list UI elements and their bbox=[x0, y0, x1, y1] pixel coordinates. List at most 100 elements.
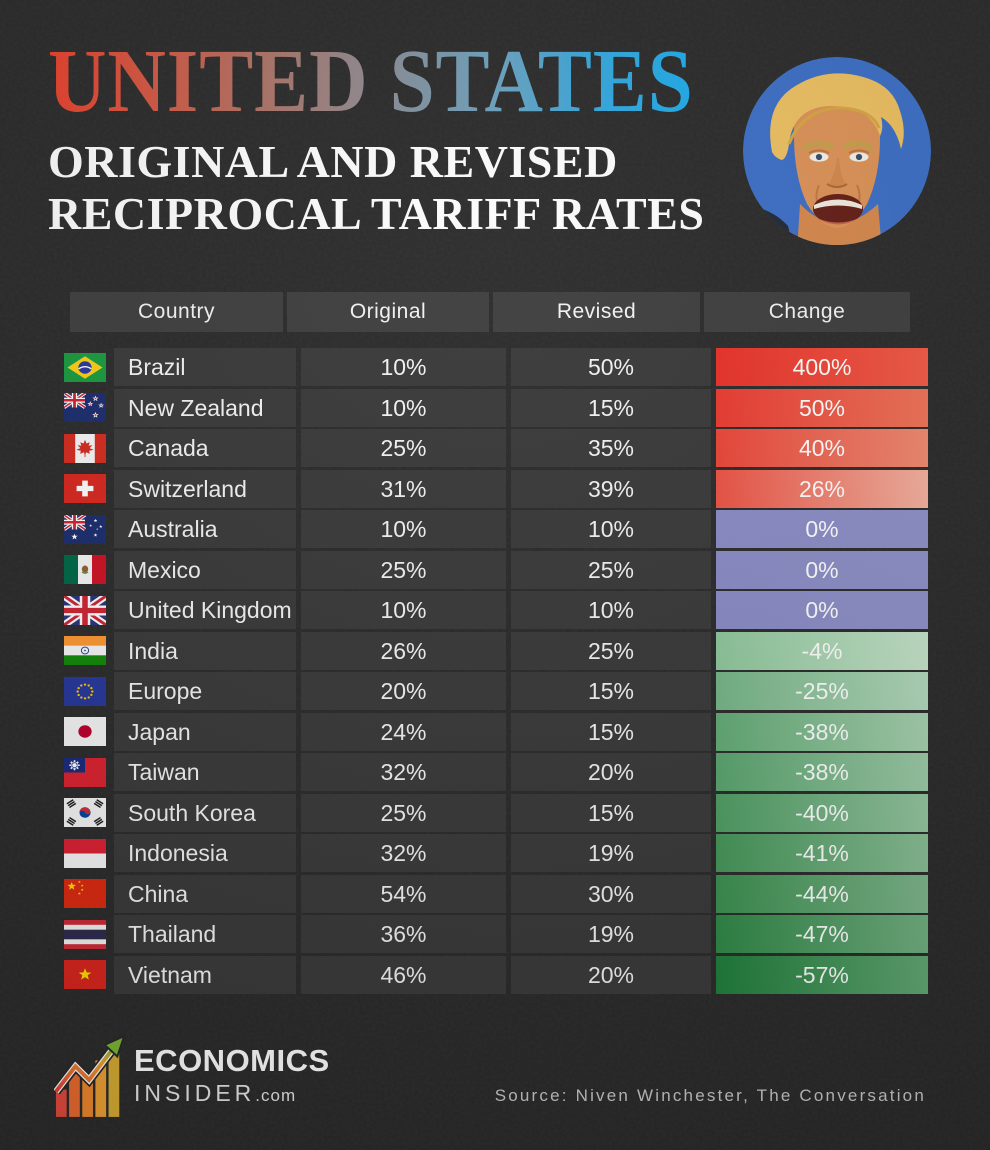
country-cell: Australia bbox=[114, 510, 296, 548]
table-row: Taiwan 32% 20% -38% bbox=[0, 753, 990, 791]
revised-cell: 15% bbox=[511, 793, 711, 832]
donald-trump-photo bbox=[742, 56, 932, 246]
table-row: Canada 25% 35% 40% bbox=[0, 429, 990, 467]
original-cell: 32% bbox=[301, 753, 506, 791]
country-cell: Mexico bbox=[114, 550, 296, 589]
revised-cell: 19% bbox=[511, 834, 711, 872]
country-cell: South Korea bbox=[114, 793, 296, 832]
change-cell: 50% bbox=[716, 388, 928, 427]
country-cell: United Kingdom bbox=[114, 591, 296, 629]
change-cell: -57% bbox=[716, 955, 928, 994]
revised-cell: 15% bbox=[511, 388, 711, 427]
logo-domain-suffix: .com bbox=[255, 1086, 297, 1106]
country-cell: Taiwan bbox=[114, 753, 296, 791]
change-cell: -4% bbox=[716, 631, 928, 670]
country-cell: Canada bbox=[114, 429, 296, 467]
revised-cell: 50% bbox=[511, 348, 711, 386]
revised-cell: 35% bbox=[511, 429, 711, 467]
change-cell: 0% bbox=[716, 550, 928, 589]
indonesia-flag-icon bbox=[64, 838, 106, 868]
economics-insider-logo: ECONOMICS INSIDER.com bbox=[54, 1034, 330, 1118]
subtitle-line-1: ORIGINAL AND REVISED bbox=[48, 136, 618, 187]
original-cell: 54% bbox=[301, 874, 506, 913]
table-row: Brazil 10% 50% 400% bbox=[0, 348, 990, 386]
change-cell: -47% bbox=[716, 915, 928, 953]
country-cell: Switzerland bbox=[114, 469, 296, 508]
country-cell: Europe bbox=[114, 672, 296, 710]
switzerland-flag-icon bbox=[64, 474, 106, 503]
main-title: UNITED STATES bbox=[48, 32, 694, 131]
column-header-change: Change bbox=[704, 292, 910, 332]
change-cell: 400% bbox=[716, 348, 928, 386]
table-row: Indonesia 32% 19% -41% bbox=[0, 834, 990, 872]
table-row: New Zealand 10% 15% 50% bbox=[0, 388, 990, 427]
change-cell: -40% bbox=[716, 793, 928, 832]
change-cell: -38% bbox=[716, 753, 928, 791]
original-cell: 10% bbox=[301, 348, 506, 386]
original-cell: 10% bbox=[301, 388, 506, 427]
country-cell: Indonesia bbox=[114, 834, 296, 872]
original-cell: 36% bbox=[301, 915, 506, 953]
europe-flag-icon bbox=[64, 676, 106, 706]
country-cell: Vietnam bbox=[114, 955, 296, 994]
revised-cell: 25% bbox=[511, 550, 711, 589]
table-row: United Kingdom 10% 10% 0% bbox=[0, 591, 990, 629]
brazil-flag-icon bbox=[64, 352, 106, 382]
revised-cell: 20% bbox=[511, 955, 711, 994]
revised-cell: 10% bbox=[511, 510, 711, 548]
original-cell: 25% bbox=[301, 429, 506, 467]
bar-chart-arrow-icon bbox=[54, 1034, 126, 1117]
change-cell: 0% bbox=[716, 510, 928, 548]
original-cell: 10% bbox=[301, 510, 506, 548]
change-cell: 0% bbox=[716, 591, 928, 629]
original-cell: 46% bbox=[301, 955, 506, 994]
thailand-flag-icon bbox=[64, 919, 106, 949]
table-row: Thailand 36% 19% -47% bbox=[0, 915, 990, 953]
revised-cell: 10% bbox=[511, 591, 711, 629]
original-cell: 20% bbox=[301, 672, 506, 710]
country-cell: China bbox=[114, 874, 296, 913]
change-cell: 26% bbox=[716, 469, 928, 508]
original-cell: 32% bbox=[301, 834, 506, 872]
original-cell: 24% bbox=[301, 712, 506, 751]
subtitle: ORIGINAL AND REVISED RECIPROCAL TARIFF RA… bbox=[48, 136, 704, 240]
country-cell: Brazil bbox=[114, 348, 296, 386]
original-cell: 26% bbox=[301, 631, 506, 670]
south_korea-flag-icon bbox=[64, 798, 106, 827]
revised-cell: 15% bbox=[511, 712, 711, 751]
vietnam-flag-icon bbox=[64, 960, 106, 989]
original-cell: 25% bbox=[301, 550, 506, 589]
table-row: Vietnam 46% 20% -57% bbox=[0, 955, 990, 994]
change-cell: -44% bbox=[716, 874, 928, 913]
country-cell: Thailand bbox=[114, 915, 296, 953]
change-cell: -25% bbox=[716, 672, 928, 710]
tariff-table-body: Brazil 10% 50% 400% New Zealand 10% 15% 50% Cana… bbox=[0, 348, 990, 996]
table-row: India 26% 25% -4% bbox=[0, 631, 990, 670]
revised-cell: 20% bbox=[511, 753, 711, 791]
subtitle-line-2: RECIPROCAL TARIFF RATES bbox=[48, 188, 705, 239]
table-header: Country Original Revised Change bbox=[70, 292, 910, 332]
original-cell: 25% bbox=[301, 793, 506, 832]
logo-insider-label: INSIDER.com bbox=[134, 1080, 297, 1107]
table-row: Australia 10% 10% 0% bbox=[0, 510, 990, 548]
revised-cell: 25% bbox=[511, 631, 711, 670]
country-cell: Japan bbox=[114, 712, 296, 751]
taiwan-flag-icon bbox=[64, 757, 106, 787]
logo-economics-label: ECONOMICS bbox=[134, 1042, 330, 1078]
original-cell: 31% bbox=[301, 469, 506, 508]
column-header-revised: Revised bbox=[493, 292, 700, 332]
trump-portrait-illustration bbox=[743, 57, 931, 245]
column-header-original: Original bbox=[287, 292, 489, 332]
country-cell: New Zealand bbox=[114, 388, 296, 427]
mexico-flag-icon bbox=[64, 555, 106, 584]
revised-cell: 30% bbox=[511, 874, 711, 913]
table-row: Mexico 25% 25% 0% bbox=[0, 550, 990, 589]
column-header-country: Country bbox=[70, 292, 283, 332]
country-cell: India bbox=[114, 631, 296, 670]
china-flag-icon bbox=[64, 879, 106, 908]
change-cell: 40% bbox=[716, 429, 928, 467]
table-row: Switzerland 31% 39% 26% bbox=[0, 469, 990, 508]
revised-cell: 15% bbox=[511, 672, 711, 710]
change-cell: -38% bbox=[716, 712, 928, 751]
